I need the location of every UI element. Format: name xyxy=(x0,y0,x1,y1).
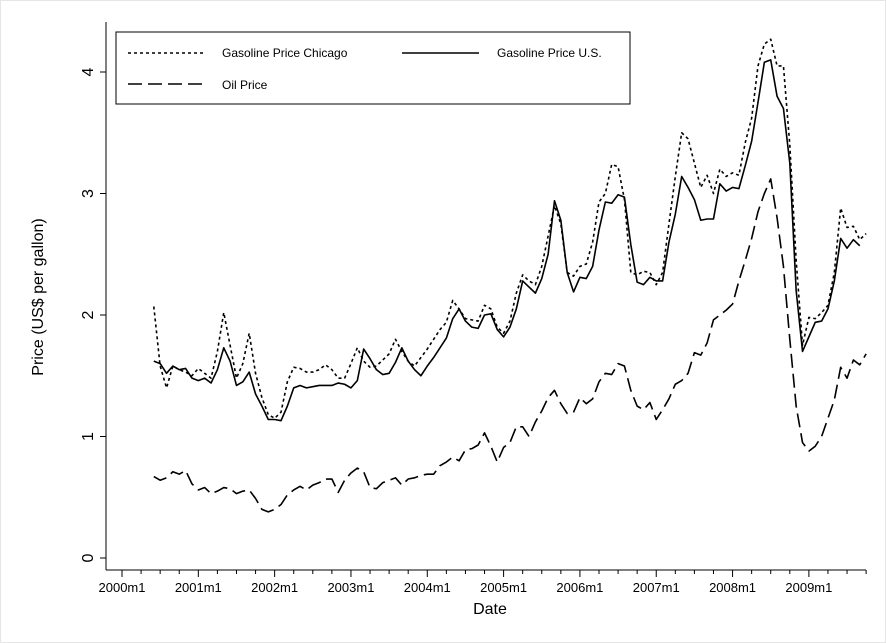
y-tick-label-3: 3 xyxy=(80,189,97,198)
x-tick-label-9: 2009m1 xyxy=(785,580,832,595)
legend-label-chicago: Gasoline Price Chicago xyxy=(222,46,348,60)
x-tick-label-1: 2001m1 xyxy=(175,580,222,595)
series-line-chicago xyxy=(153,38,867,420)
x-tick-label-3: 2003m1 xyxy=(327,580,374,595)
y-axis-title: Price (US$ per gallon) xyxy=(30,218,47,375)
legend-box xyxy=(115,31,631,105)
x-tick-label-7: 2007m1 xyxy=(633,580,680,595)
y-tick-label-0: 0 xyxy=(80,553,97,562)
x-tick-label-0: 2000m1 xyxy=(99,580,146,595)
series-layer xyxy=(153,38,867,513)
x-tick-label-4: 2004m1 xyxy=(404,580,451,595)
series-line-oil xyxy=(153,178,867,513)
legend-label-us: Gasoline Price U.S. xyxy=(497,46,602,60)
y-tick-label-2: 2 xyxy=(80,310,97,319)
y-tick-label-1: 1 xyxy=(80,432,97,441)
chart-legend: Gasoline Price Chicago Gasoline Price U.… xyxy=(115,31,631,105)
x-tick-label-5: 2005m1 xyxy=(480,580,527,595)
y-axis-ticks: 0 1 2 3 4 xyxy=(80,67,106,562)
x-tick-label-6: 2006m1 xyxy=(556,580,603,595)
x-axis-title: Date xyxy=(473,601,507,618)
y-tick-label-4: 4 xyxy=(80,67,97,76)
series-line-us xyxy=(153,59,861,422)
legend-label-oil: Oil Price xyxy=(222,78,268,92)
x-tick-label-2: 2002m1 xyxy=(251,580,298,595)
x-tick-label-8: 2008m1 xyxy=(709,580,756,595)
x-axis-ticks: 2000m1 2001m1 2002m1 2003m1 2004m1 2005m1 2006… xyxy=(99,570,867,595)
